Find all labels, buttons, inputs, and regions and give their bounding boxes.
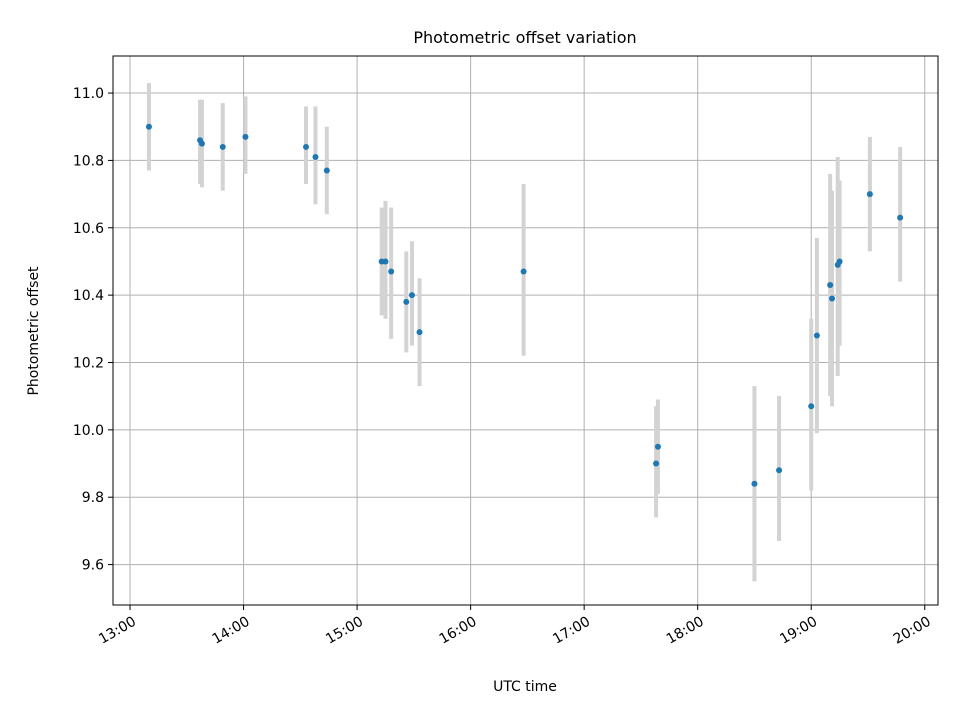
y-tick-label: 10.4: [73, 288, 104, 304]
y-tick-label: 11.0: [73, 86, 104, 102]
plot-frame: [112, 55, 939, 606]
y-tick-label: 9.8: [82, 490, 104, 506]
data-point: [827, 282, 834, 289]
data-point: [145, 123, 152, 130]
data-point: [416, 329, 423, 336]
data-point: [382, 258, 389, 265]
data-point: [198, 140, 205, 147]
data-point: [242, 133, 249, 140]
y-tick-label: 10.6: [73, 221, 104, 237]
data-point: [829, 295, 836, 302]
data-point: [866, 191, 873, 198]
y-axis-label: Photometric offset: [26, 266, 42, 396]
data-point: [408, 292, 415, 299]
data-point: [897, 214, 904, 221]
data-point: [654, 443, 661, 450]
y-axis-ticks: 9.6 9.8 10.0 10.2 10.4 10.6 10.8 11.0: [73, 86, 113, 574]
data-point: [303, 143, 310, 150]
data-point: [836, 258, 843, 265]
chart-title: Photometric offset variation: [413, 28, 636, 47]
data-point: [323, 167, 330, 174]
data-point: [388, 268, 395, 275]
data-point: [813, 332, 820, 339]
data-point: [808, 403, 815, 410]
x-axis-label: UTC time: [493, 679, 557, 695]
y-tick-label: 10.2: [73, 355, 104, 371]
data-point: [219, 143, 226, 150]
y-tick-label: 10.0: [73, 423, 104, 439]
data-point: [751, 480, 758, 487]
data-point: [312, 154, 319, 161]
data-point: [653, 460, 660, 467]
data-point: [520, 268, 527, 275]
y-tick-label: 9.6: [82, 558, 104, 574]
data-point: [403, 298, 410, 305]
data-points: [145, 123, 904, 487]
data-point: [776, 467, 783, 474]
y-tick-label: 10.8: [73, 153, 104, 169]
